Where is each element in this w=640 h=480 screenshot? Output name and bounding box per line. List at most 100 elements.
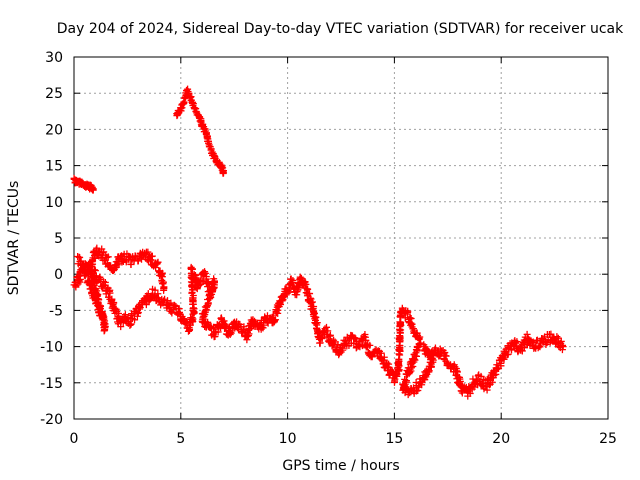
- data-point: [134, 257, 142, 265]
- data-point: [274, 306, 282, 314]
- data-point: [205, 292, 213, 300]
- y-tick-label: -20: [40, 412, 63, 428]
- data-point: [175, 305, 183, 313]
- data-point: [159, 280, 167, 288]
- y-tick-label: 25: [45, 86, 63, 102]
- data-point: [523, 330, 531, 338]
- data-point: [395, 357, 403, 365]
- x-tick-label: 0: [70, 431, 79, 447]
- data-point: [89, 260, 97, 268]
- data-point: [89, 185, 97, 193]
- data-point: [152, 264, 160, 272]
- y-tick-label: 15: [45, 159, 63, 175]
- data-point: [470, 383, 478, 391]
- data-point: [441, 349, 449, 357]
- data-point: [90, 266, 98, 274]
- x-tick-label: 15: [385, 431, 403, 447]
- data-point: [142, 301, 150, 309]
- data-point: [168, 309, 176, 317]
- data-point: [180, 98, 188, 106]
- data-point: [396, 341, 404, 349]
- y-tick-label: -5: [49, 303, 63, 319]
- data-point: [209, 279, 217, 287]
- data-point: [513, 338, 521, 346]
- x-axis-label: GPS time / hours: [282, 458, 399, 474]
- data-point: [277, 300, 285, 308]
- data-point: [227, 329, 235, 337]
- data-point: [427, 362, 435, 370]
- data-point: [127, 260, 135, 268]
- data-point: [362, 336, 370, 344]
- data-point: [312, 319, 320, 327]
- data-point: [351, 334, 359, 342]
- data-point: [104, 253, 112, 261]
- data-point: [512, 339, 520, 347]
- data-point: [100, 324, 108, 332]
- data-point: [127, 320, 135, 328]
- data-point: [75, 253, 83, 261]
- data-point: [483, 386, 491, 394]
- data-point: [326, 332, 334, 340]
- data-point: [401, 375, 409, 383]
- data-point: [249, 316, 257, 324]
- data-point: [456, 377, 464, 385]
- data-point: [557, 337, 565, 345]
- data-point: [158, 273, 166, 281]
- data-point: [80, 262, 88, 270]
- data-point: [160, 285, 168, 293]
- data-point: [171, 302, 179, 310]
- data-point: [77, 257, 85, 265]
- data-point: [418, 381, 426, 389]
- data-point: [210, 277, 218, 285]
- data-point: [131, 316, 139, 324]
- data-point: [493, 361, 501, 369]
- data-point: [147, 256, 155, 264]
- data-point: [110, 299, 118, 307]
- data-point: [428, 355, 436, 363]
- data-point: [204, 295, 212, 303]
- y-tick-label: 0: [54, 267, 63, 283]
- data-point: [126, 321, 134, 329]
- data-point: [536, 343, 544, 351]
- data-point: [308, 298, 316, 306]
- data-point: [190, 270, 198, 278]
- data-point: [188, 265, 196, 273]
- data-point: [226, 328, 234, 336]
- data-point: [106, 289, 114, 297]
- data-point: [220, 169, 228, 177]
- data-point: [420, 341, 428, 349]
- data-point: [406, 360, 414, 368]
- data-point: [177, 104, 185, 112]
- data-point: [404, 308, 412, 316]
- data-point: [75, 277, 83, 285]
- y-axis-label: SDTVAR / TECUs: [6, 181, 22, 296]
- data-point: [144, 251, 152, 259]
- y-tick-label: -10: [40, 340, 63, 356]
- data-point: [201, 269, 209, 277]
- data-point: [508, 346, 516, 354]
- data-point: [414, 386, 422, 394]
- data-point: [92, 272, 100, 280]
- data-point: [368, 353, 376, 361]
- data-point: [324, 327, 332, 335]
- x-tick-label: 10: [279, 431, 297, 447]
- data-point: [310, 309, 318, 317]
- data-point: [426, 358, 434, 366]
- y-tick-label: 20: [45, 122, 63, 138]
- data-point: [318, 335, 326, 343]
- data-point: [188, 289, 196, 297]
- data-point: [410, 351, 418, 359]
- data-point: [189, 100, 197, 108]
- data-point: [413, 329, 421, 337]
- x-tick-label: 5: [176, 431, 185, 447]
- data-point: [366, 341, 374, 349]
- data-point: [189, 294, 197, 302]
- data-point: [559, 343, 567, 351]
- data-point: [383, 359, 391, 367]
- data-point: [101, 278, 109, 286]
- data-point: [469, 375, 477, 383]
- data-point: [98, 312, 106, 320]
- data-point: [302, 280, 310, 288]
- data-point: [306, 290, 314, 298]
- data-point: [272, 316, 280, 324]
